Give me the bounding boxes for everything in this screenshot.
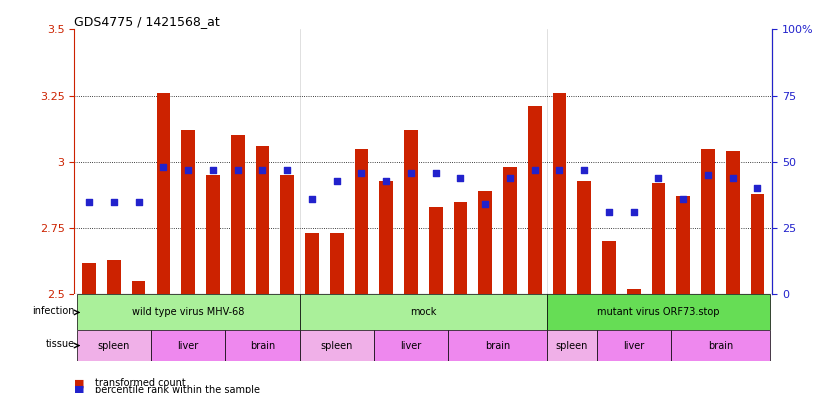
Point — [627, 209, 640, 215]
Point — [256, 167, 269, 173]
Point — [602, 209, 615, 215]
Bar — [596, 331, 671, 361]
Bar — [379, 180, 393, 294]
Text: ■: ■ — [74, 378, 85, 388]
Point — [751, 185, 764, 192]
Point — [306, 196, 319, 202]
Bar — [627, 289, 640, 294]
Bar — [453, 202, 468, 294]
Point — [380, 177, 393, 184]
Bar — [107, 260, 121, 294]
Bar — [701, 149, 714, 294]
Bar — [374, 331, 448, 361]
Text: mock: mock — [411, 307, 436, 318]
Text: brain: brain — [485, 341, 510, 351]
Bar — [528, 107, 542, 294]
Point — [553, 167, 566, 173]
Bar — [404, 130, 418, 294]
Text: infection: infection — [32, 306, 75, 316]
Bar — [77, 331, 151, 361]
Bar — [652, 183, 665, 294]
Point — [281, 167, 294, 173]
Text: mutant virus ORF73.stop: mutant virus ORF73.stop — [597, 307, 719, 318]
Point — [503, 175, 516, 181]
Bar — [429, 207, 443, 294]
Bar — [478, 191, 492, 294]
Bar — [182, 130, 195, 294]
Text: percentile rank within the sample: percentile rank within the sample — [95, 385, 260, 393]
Text: transformed count: transformed count — [95, 378, 186, 388]
Point — [528, 167, 541, 173]
Bar — [602, 241, 615, 294]
Bar — [547, 331, 596, 361]
Text: spleen: spleen — [556, 341, 588, 351]
Bar — [151, 331, 225, 361]
Point — [182, 167, 195, 173]
Bar — [255, 146, 269, 294]
Point — [330, 177, 344, 184]
Text: wild type virus MHV-68: wild type virus MHV-68 — [132, 307, 244, 318]
Bar — [157, 93, 170, 294]
Text: tissue: tissue — [45, 339, 75, 349]
Text: ■: ■ — [74, 385, 85, 393]
Bar — [503, 167, 517, 294]
Bar — [83, 263, 96, 294]
Bar — [547, 294, 770, 331]
Text: liver: liver — [178, 341, 199, 351]
Bar — [300, 294, 547, 331]
Point — [405, 169, 418, 176]
Point — [107, 198, 121, 205]
Point — [206, 167, 220, 173]
Bar — [553, 93, 567, 294]
Bar — [330, 233, 344, 294]
Point — [132, 198, 145, 205]
Bar — [225, 331, 300, 361]
Point — [676, 196, 690, 202]
Bar — [671, 331, 770, 361]
Point — [478, 201, 491, 208]
Bar — [751, 194, 764, 294]
Bar — [448, 331, 547, 361]
Text: GDS4775 / 1421568_at: GDS4775 / 1421568_at — [74, 15, 220, 28]
Bar — [726, 151, 739, 294]
Point — [701, 172, 714, 178]
Text: spleen: spleen — [97, 341, 131, 351]
Point — [453, 175, 467, 181]
Bar — [305, 233, 319, 294]
Text: liver: liver — [401, 341, 421, 351]
Bar — [132, 281, 145, 294]
Point — [157, 164, 170, 171]
Point — [231, 167, 244, 173]
Text: liver: liver — [623, 341, 644, 351]
Bar — [676, 196, 690, 294]
Text: brain: brain — [249, 341, 275, 351]
Bar — [231, 136, 244, 294]
Point — [652, 175, 665, 181]
Point — [355, 169, 368, 176]
Bar — [354, 149, 368, 294]
Point — [577, 167, 591, 173]
Point — [429, 169, 442, 176]
Point — [83, 198, 96, 205]
Bar — [77, 294, 300, 331]
Text: spleen: spleen — [320, 341, 353, 351]
Point — [726, 175, 739, 181]
Bar — [577, 180, 591, 294]
Bar — [280, 175, 294, 294]
Text: brain: brain — [708, 341, 733, 351]
Bar — [300, 331, 374, 361]
Bar — [206, 175, 220, 294]
